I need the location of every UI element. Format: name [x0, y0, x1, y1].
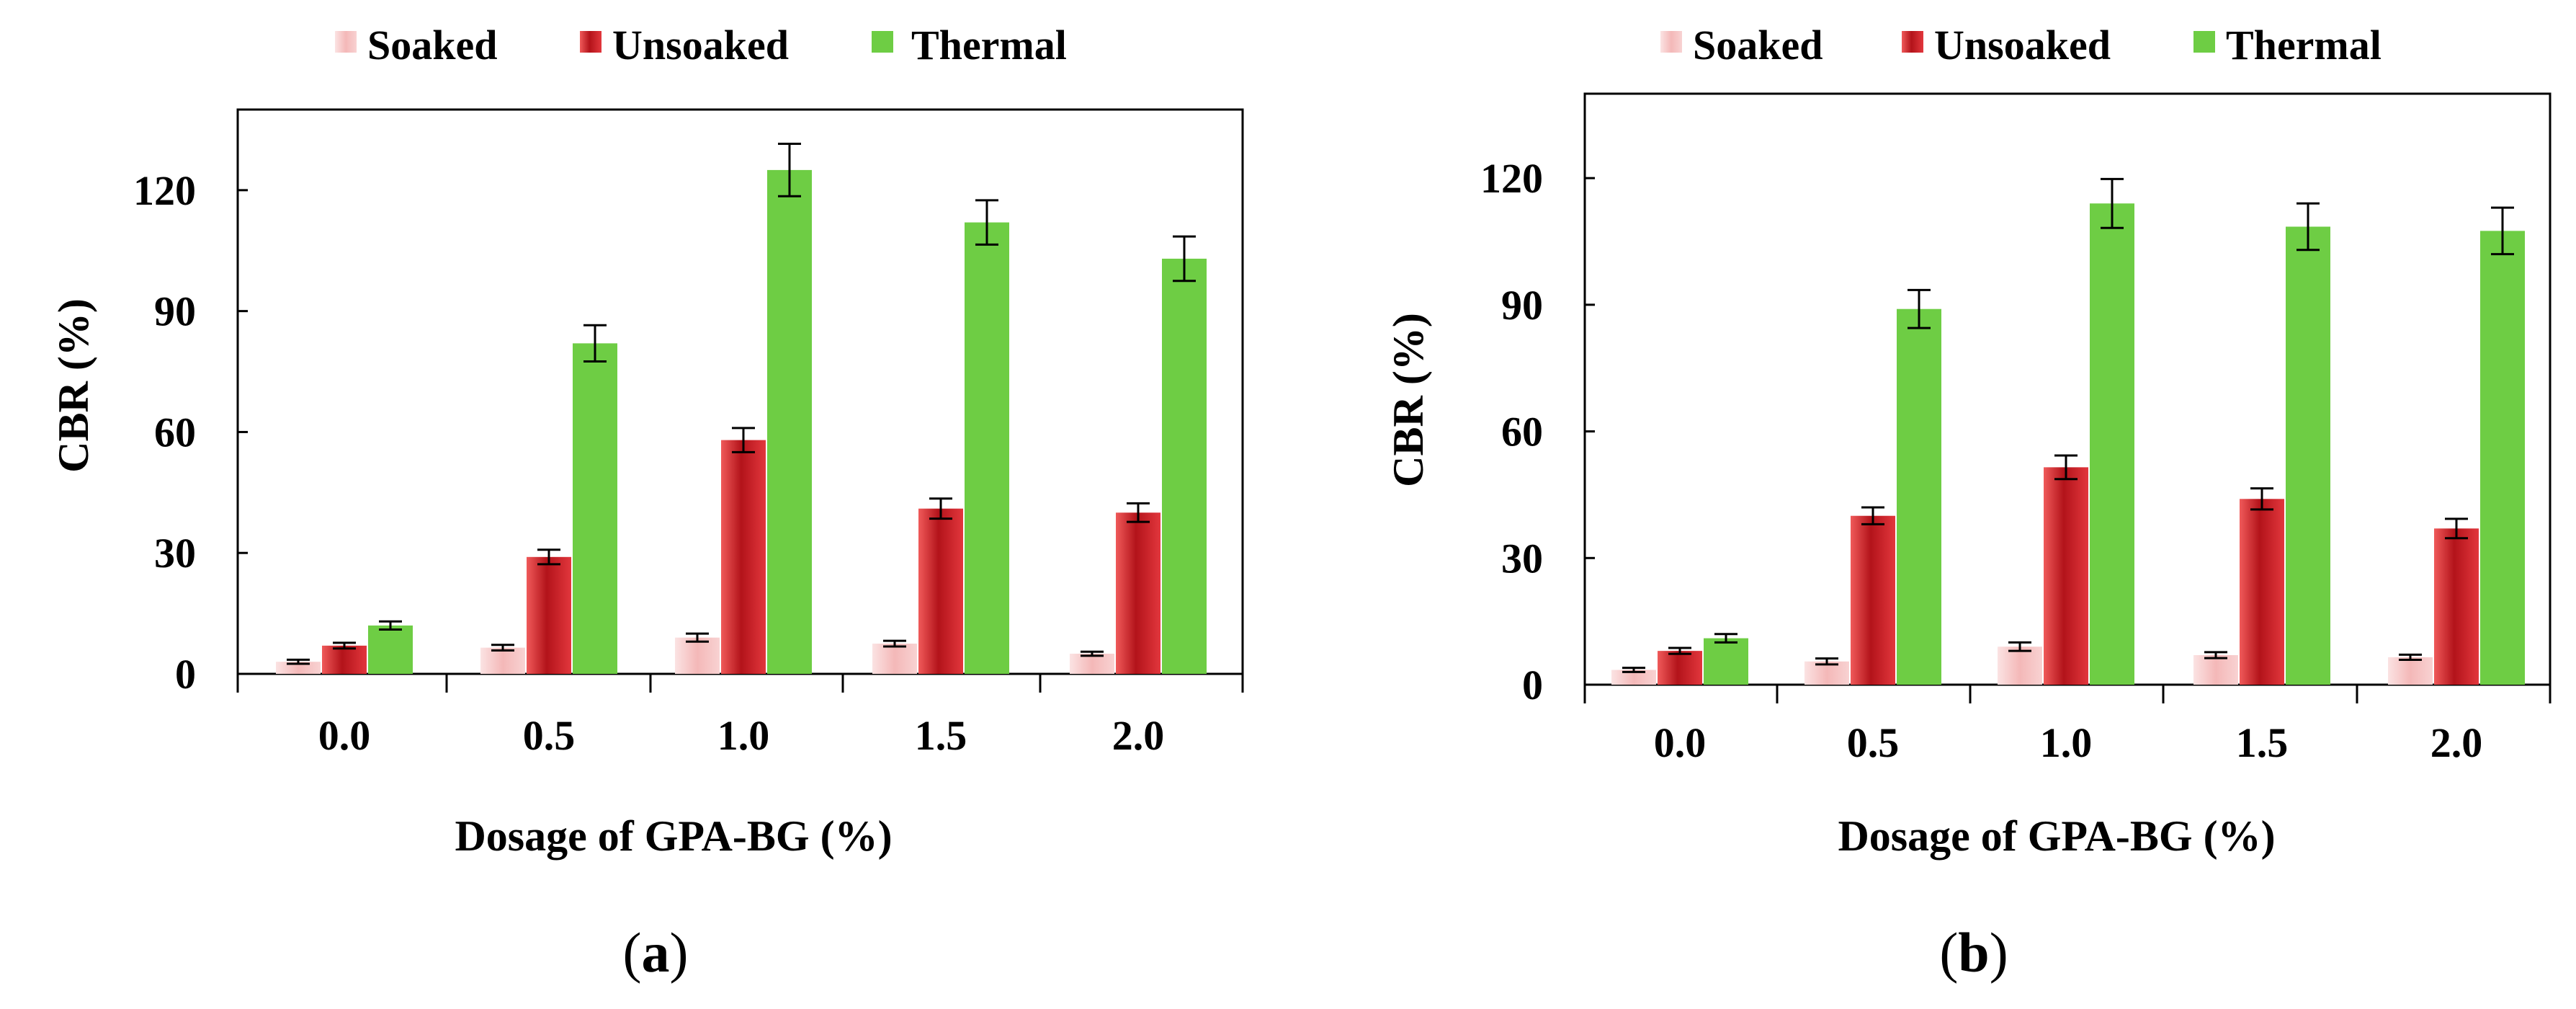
x-tick-label-a: 0.5 [523, 712, 576, 759]
error-bars-a [287, 143, 1196, 665]
x-tick-label-a: 0.0 [318, 712, 371, 759]
y-axis-title-b: CBR (%) [1385, 313, 1432, 487]
x-tick-label-a: 2.0 [1112, 712, 1165, 759]
legend-label-thermal-b: Thermal [2226, 22, 2382, 68]
bar-unsoaked-b [2044, 467, 2088, 685]
bar-thermal-a [767, 169, 812, 675]
chart-panel-a: Soaked Unsoaked Thermal 0 30 60 90 120 0.0 0.5… [50, 22, 1244, 984]
caption-a-open: ( [623, 921, 642, 984]
caption-b-open: ( [1939, 921, 1958, 984]
legend-label-thermal-a: Thermal [911, 22, 1067, 68]
x-tick-label-b: 2.0 [2430, 719, 2483, 766]
x-tick-label-b: 0.0 [1654, 719, 1707, 766]
bar-unsoaked-a [527, 556, 571, 674]
axes-b: 0 30 60 90 120 0.0 0.5 1.0 1.5 2.0 [1480, 155, 2552, 766]
y-tick-label-b: 120 [1480, 155, 1543, 202]
bar-soaked-a [872, 644, 917, 674]
bar-soaked-b [1998, 646, 2042, 685]
y-tick-label-a: 90 [154, 288, 196, 335]
bar-thermal-b [1897, 308, 1941, 685]
bar-unsoaked-a [322, 645, 367, 674]
bar-thermal-b [1704, 638, 1748, 685]
bar-unsoaked-a [1116, 512, 1160, 674]
caption-a-close: ) [670, 921, 689, 984]
y-tick-label-a: 120 [133, 167, 196, 214]
y-tick-label-b: 0 [1522, 662, 1543, 708]
legend-swatch-thermal-a [872, 31, 893, 53]
error-bars-b [1622, 177, 2514, 673]
bar-soaked-b [2193, 655, 2238, 685]
caption-b: (b) [1939, 921, 2008, 984]
chart-panel-b: Soaked Unsoaked Thermal 0 30 60 90 120 0.0 0.5… [1385, 22, 2552, 984]
legend-item-unsoaked-b: Unsoaked [1902, 22, 2111, 68]
y-tick-label-b: 30 [1501, 535, 1543, 582]
x-tick-label-a: 1.0 [717, 712, 770, 759]
bar-thermal-b [2286, 226, 2330, 685]
bar-unsoaked-b [2240, 499, 2284, 685]
bar-thermal-a [368, 625, 413, 674]
bar-thermal-a [573, 343, 617, 674]
legend-label-unsoaked-b: Unsoaked [1934, 22, 2111, 68]
bar-unsoaked-b [1851, 515, 1895, 685]
legend-swatch-unsoaked-b [1902, 31, 1923, 53]
legend-label-soaked-a: Soaked [367, 22, 498, 68]
bar-thermal-b [2480, 231, 2525, 685]
y-tick-label-a: 30 [154, 530, 196, 577]
bars-b [1611, 203, 2525, 685]
caption-b-close: ) [1990, 921, 2008, 984]
y-tick-label-b: 60 [1501, 409, 1543, 455]
bar-thermal-a [965, 222, 1009, 675]
caption-b-letter: b [1958, 921, 1989, 984]
x-tick-label-b: 0.5 [1847, 719, 1900, 766]
legend-label-unsoaked-a: Unsoaked [612, 22, 789, 68]
bar-thermal-b [2090, 203, 2134, 685]
legend-swatch-thermal-b [2193, 31, 2215, 53]
y-axis-title-a: CBR (%) [50, 298, 97, 473]
y-tick-label-b: 90 [1501, 282, 1543, 329]
legend-swatch-soaked-b [1660, 31, 1682, 53]
legend-item-thermal-b: Thermal [2193, 22, 2382, 68]
x-axis-title-b: Dosage of GPA-BG (%) [1838, 812, 2275, 860]
bar-soaked-a [480, 647, 525, 674]
x-tick-label-b: 1.0 [2040, 719, 2093, 766]
y-tick-label-a: 0 [175, 651, 196, 698]
legend-label-soaked-b: Soaked [1693, 22, 1823, 68]
bars-a [276, 169, 1207, 675]
caption-a: (a) [623, 921, 689, 984]
bar-soaked-b [2388, 657, 2433, 685]
caption-a-letter: a [642, 921, 670, 984]
bar-soaked-a [1070, 654, 1114, 674]
legend-swatch-soaked-a [335, 31, 357, 53]
x-axis-title-a: Dosage of GPA-BG (%) [455, 812, 892, 860]
legend-item-thermal-a: Thermal [872, 22, 1067, 68]
axes-a: 0 30 60 90 120 0.0 0.5 1.0 1.5 2.0 [133, 167, 1244, 759]
legend-item-unsoaked-a: Unsoaked [580, 22, 789, 68]
legend-b: Soaked Unsoaked Thermal [1660, 22, 2382, 68]
bar-unsoaked-b [2434, 528, 2479, 685]
x-tick-label-a: 1.5 [915, 712, 967, 759]
legend-item-soaked-a: Soaked [335, 22, 498, 68]
bar-soaked-a [675, 637, 720, 674]
legend-item-soaked-b: Soaked [1660, 22, 1823, 68]
bar-unsoaked-b [1658, 651, 1702, 685]
bar-soaked-b [1611, 670, 1656, 685]
x-tick-label-b: 1.5 [2236, 719, 2289, 766]
legend-a: Soaked Unsoaked Thermal [335, 22, 1067, 68]
bar-unsoaked-a [918, 508, 963, 674]
bar-thermal-a [1162, 258, 1207, 675]
bar-unsoaked-a [721, 440, 766, 674]
legend-swatch-unsoaked-a [580, 31, 601, 53]
y-tick-label-a: 60 [154, 409, 196, 455]
